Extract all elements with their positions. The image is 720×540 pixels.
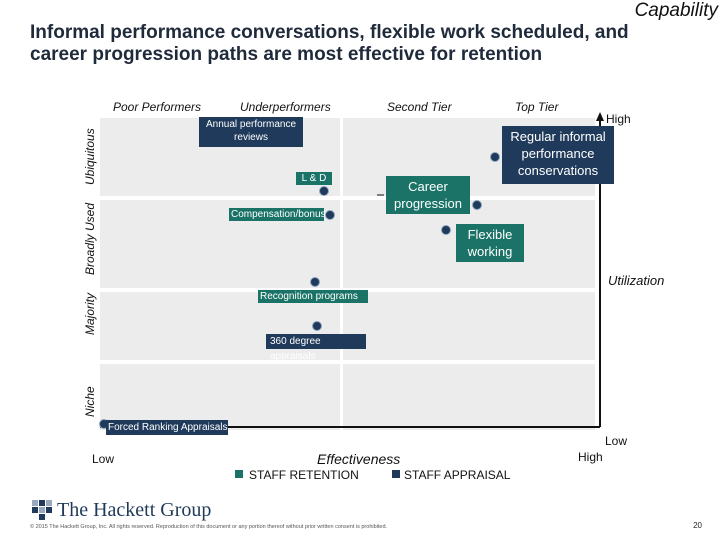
- column-label-underperformers: Underperformers: [240, 100, 331, 114]
- l-and-d-label: L & D: [296, 172, 332, 185]
- legend-swatch-retention: [235, 470, 243, 478]
- regular-informal-conversations-label: Regular informal performance conservatio…: [502, 126, 614, 184]
- career-progression-marker: [472, 200, 482, 210]
- compensation-bonus-label: Compensation/bonus: [229, 208, 326, 221]
- annual-performance-reviews-label: Annual performance reviews: [199, 117, 303, 147]
- recognition-programs-label: Recognition programs: [258, 290, 368, 303]
- compensation-bonus-marker: [325, 210, 335, 220]
- quadrant: [343, 364, 595, 430]
- company-logo-text: The Hackett Group: [57, 499, 212, 521]
- column-label-second-tier: Second Tier: [387, 100, 452, 114]
- column-label-poor-performers: Poor Performers: [113, 100, 202, 114]
- l-and-d-marker: [319, 186, 329, 196]
- flexible-working-marker: [441, 225, 451, 235]
- career-progression-label: Career progression: [386, 176, 470, 214]
- effectiveness-label: Effectiveness: [317, 451, 401, 467]
- column-label-top-tier: Top Tier: [515, 100, 559, 114]
- axis-high-right: High: [578, 450, 603, 464]
- legend-label-retention: STAFF RETENTION: [249, 468, 359, 482]
- page-title: Informal performance conversations, flex…: [30, 22, 629, 65]
- regular-informal-marker: [490, 152, 500, 162]
- hackett-logo-icon: [32, 500, 52, 520]
- axis-low-left: Low: [92, 452, 115, 466]
- capability-label: Capability: [634, 0, 718, 21]
- quadrant: [100, 364, 340, 430]
- forced-ranking-appraisals-label: Forced Ranking Appraisals: [106, 420, 228, 435]
- copyright-notice: © 2015 The Hackett Group, Inc. All right…: [30, 524, 388, 530]
- flexible-working-label: Flexible working: [456, 224, 524, 262]
- 360-degree-appraisals-label: 360 degree appraisals: [266, 334, 366, 362]
- axis-high-top: High: [606, 112, 631, 126]
- axis-low-right: Low: [605, 434, 628, 448]
- legend-swatch-appraisal: [392, 470, 400, 478]
- utilization-label: Utilization: [608, 273, 665, 288]
- 360-degree-appraisals-marker: [312, 321, 322, 331]
- page-number: 20: [693, 521, 702, 530]
- quadrant: [343, 292, 595, 360]
- legend-label-appraisal: STAFF APPRAISAL: [404, 468, 511, 482]
- recognition-programs-marker: [310, 277, 320, 287]
